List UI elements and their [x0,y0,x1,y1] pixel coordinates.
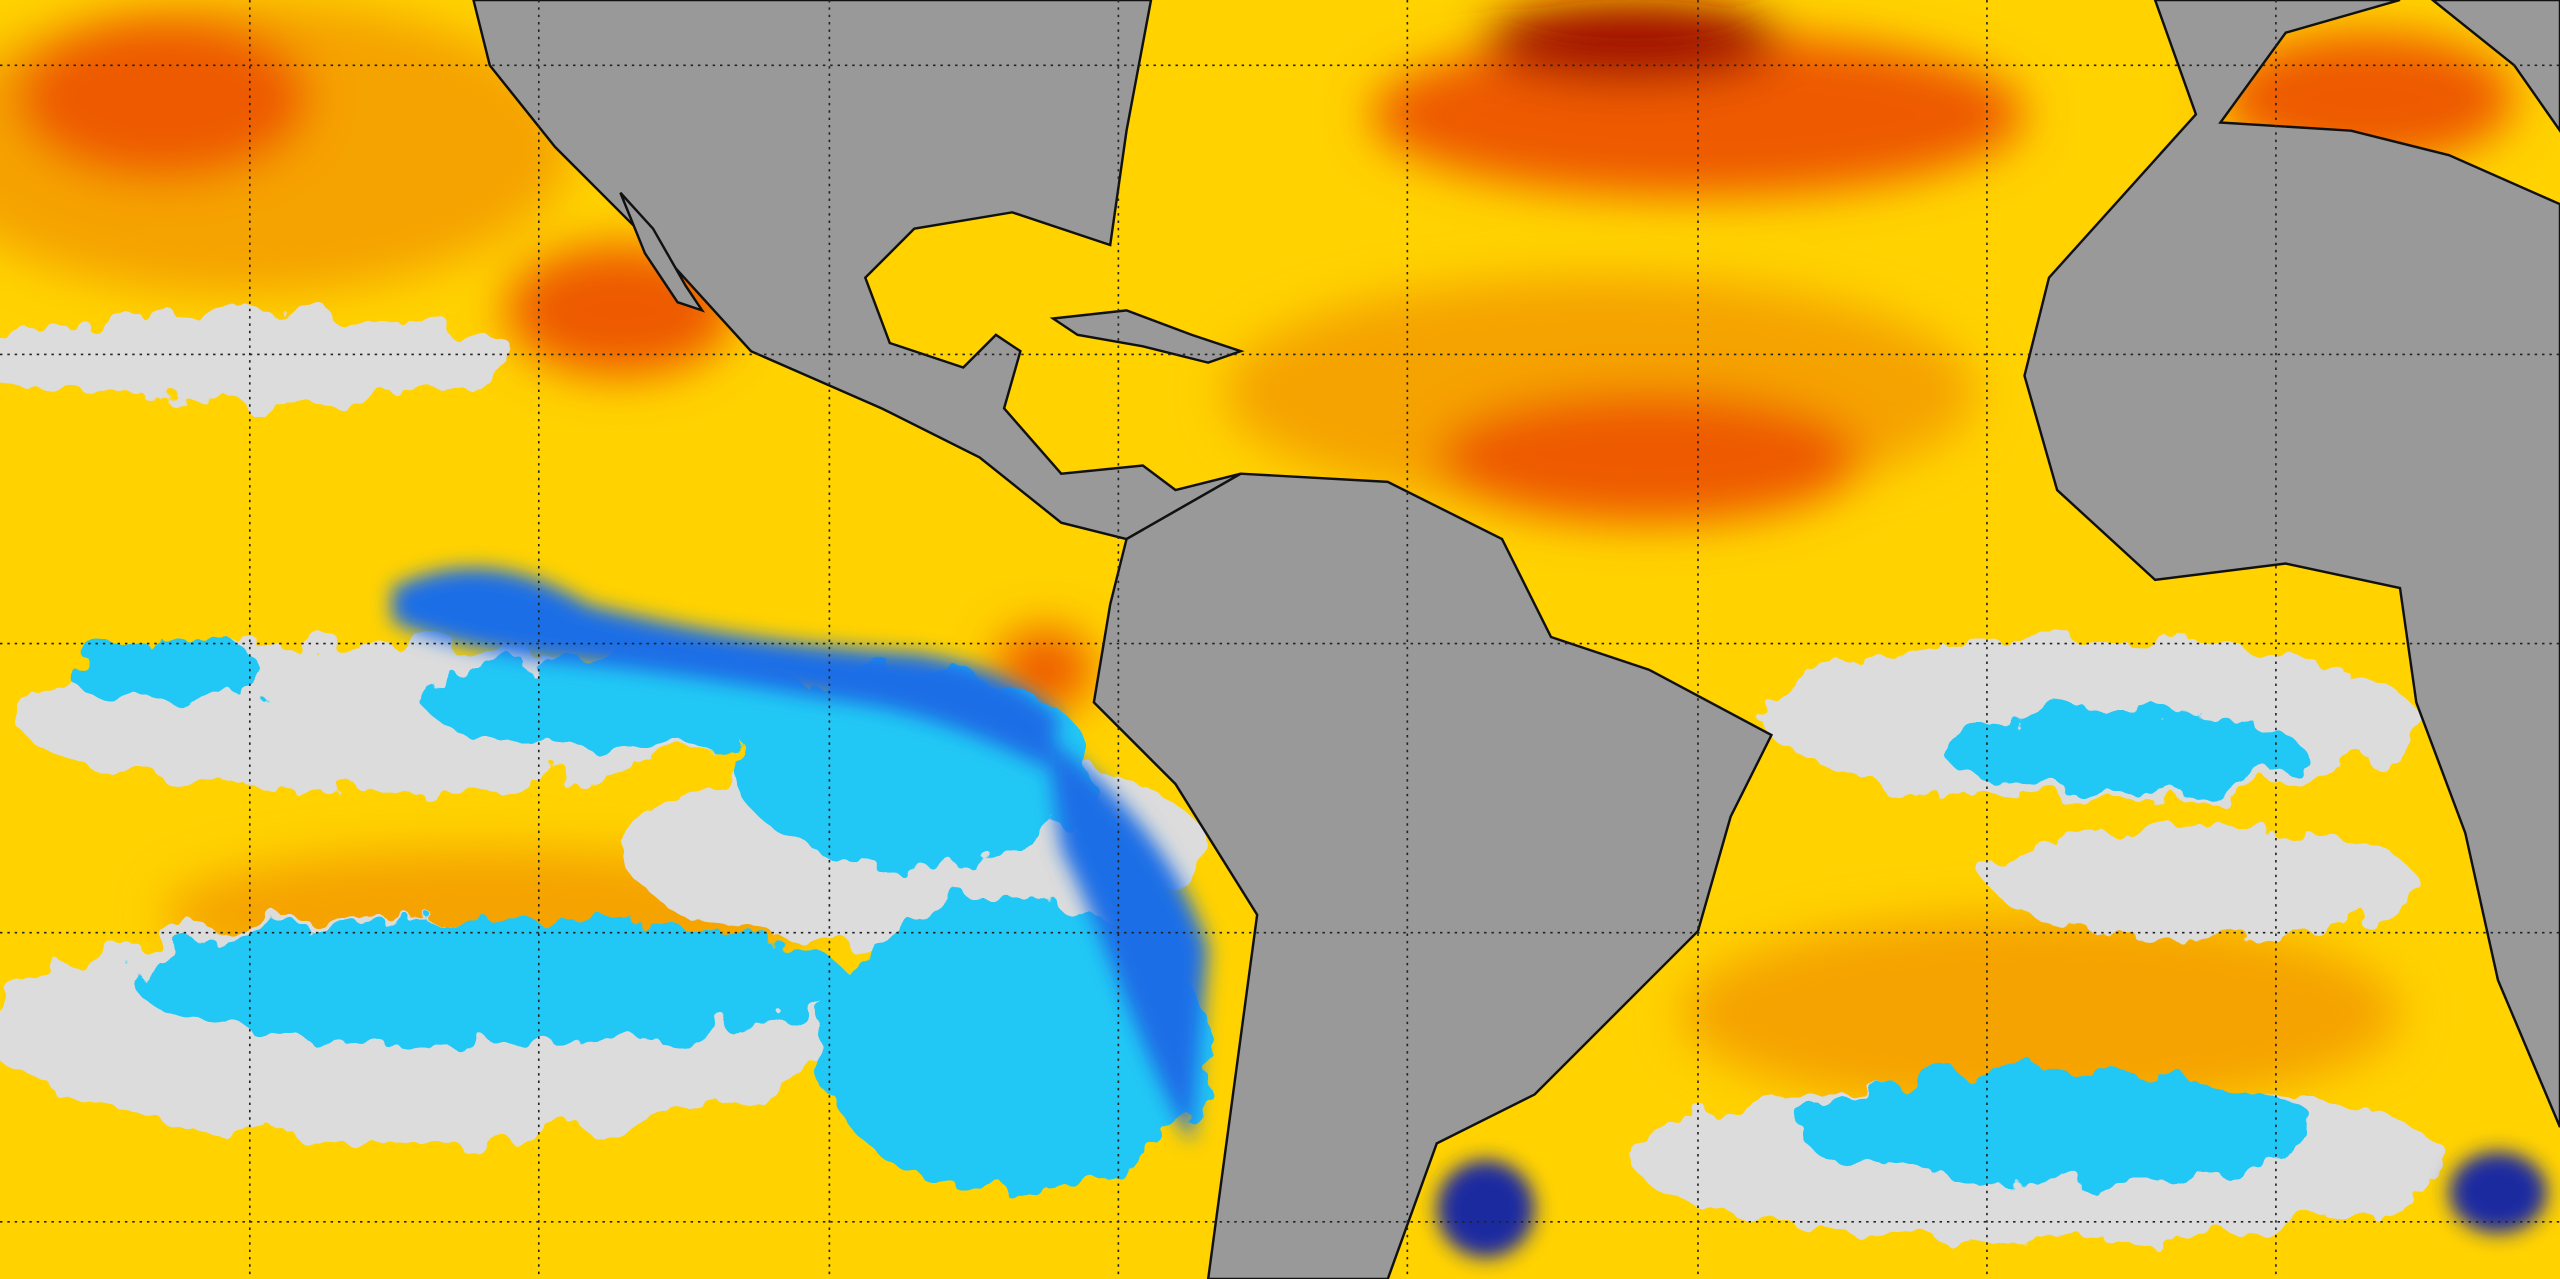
land-north-america [472,0,1242,541]
land-africa-europe [2023,0,2560,1128]
land-layer [472,0,2560,1279]
land-baja-peninsula [619,191,706,313]
land-south-america [1092,472,1774,1279]
land-cuba [1049,309,1245,364]
cold-anomalies [391,567,2547,1258]
land-europe [2430,0,2560,133]
cool-anomalies [65,637,2319,1193]
